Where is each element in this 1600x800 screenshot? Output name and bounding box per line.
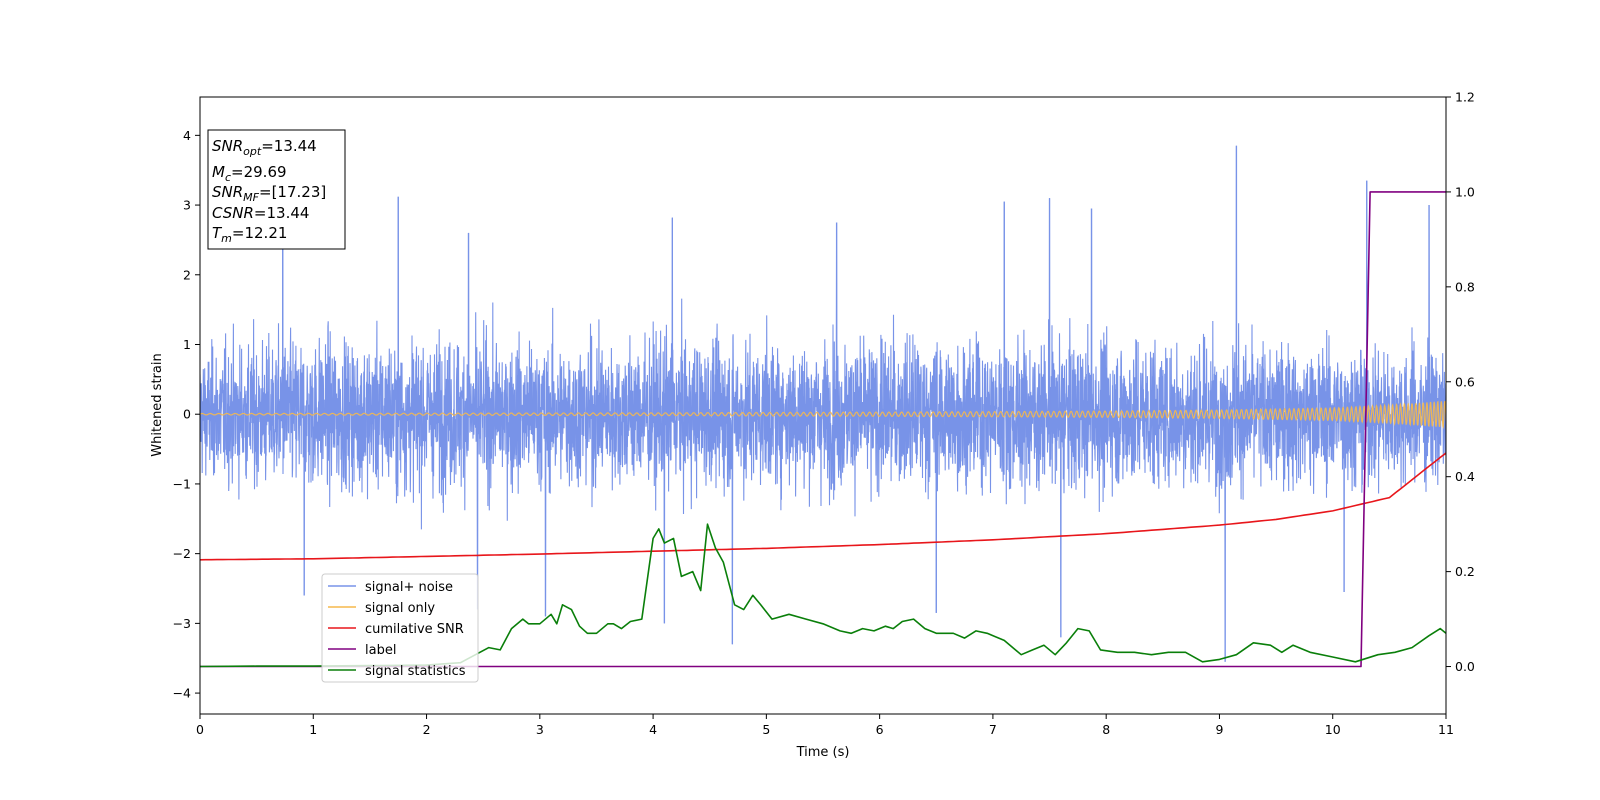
- y-right-tick-label-1: 0.2: [1455, 564, 1475, 579]
- x-tick-label-11: 11: [1438, 722, 1454, 737]
- y-right-tick-label-0: 0.0: [1455, 659, 1475, 674]
- legend-label-signal-noise: signal+ noise: [365, 580, 453, 595]
- plot-frame: [199, 96, 1447, 715]
- x-tick-label-10: 10: [1325, 722, 1341, 737]
- legend-label-signal-only: signal only: [365, 601, 435, 616]
- y-left-tick-label-8: 4: [183, 128, 191, 143]
- series-signal-noise: [200, 145, 1446, 662]
- info-snr-mf: SNRMF=[17.23]: [212, 183, 326, 204]
- y-axis-label: Whitened strain: [150, 353, 165, 456]
- x-tick-label-9: 9: [1215, 722, 1223, 737]
- info-snr-mf-sub: MF: [243, 191, 259, 204]
- info-box-frame: [207, 129, 346, 250]
- info-csnr-value: =13.44: [254, 204, 310, 222]
- y-right-tick-label-3: 0.6: [1455, 374, 1475, 389]
- x-tick-label-6: 6: [876, 722, 884, 737]
- info-csnr-name: CSNR: [212, 204, 254, 222]
- y-left-tick-label-0: −4: [173, 686, 191, 701]
- series-label: [200, 191, 1446, 668]
- info-snr-mf-name: SNR: [212, 183, 243, 201]
- y-right-tick-label-6: 1.2: [1455, 90, 1475, 105]
- info-mc-sub: c: [225, 171, 231, 184]
- y-right-tick-label-5: 1.0: [1455, 184, 1475, 199]
- info-snr-opt-value: =13.44: [261, 137, 317, 155]
- y-right-tick-label-4: 0.8: [1455, 279, 1475, 294]
- info-snr-opt: SNRopt=13.44: [212, 137, 317, 158]
- x-tick-label-4: 4: [649, 722, 657, 737]
- y-left-tick-label-7: 3: [183, 198, 191, 213]
- info-mc-value: =29.69: [231, 163, 287, 181]
- info-snr-mf-value: =[17.23]: [259, 183, 326, 201]
- x-tick-label-2: 2: [423, 722, 431, 737]
- x-tick-label-8: 8: [1102, 722, 1110, 737]
- legend-label-label: label: [365, 643, 396, 658]
- series-signal-only: [200, 400, 1446, 430]
- x-axis-label: Time (s): [796, 745, 850, 760]
- y-right-tick-label-2: 0.4: [1455, 469, 1475, 484]
- series-signal-statistics: [200, 523, 1446, 668]
- info-tm-sub: m: [221, 232, 232, 245]
- y-left-tick-label-2: −2: [173, 546, 191, 561]
- x-tick-label-1: 1: [309, 722, 317, 737]
- info-tm: Tm=12.21: [212, 224, 287, 245]
- y-axis-left: −4 −3 −2 −1 0 1 2 3 4: [173, 128, 200, 701]
- y-left-tick-label-3: −1: [173, 476, 191, 491]
- info-tm-name: T: [212, 224, 223, 242]
- legend-label-signal-statistics: signal statistics: [365, 664, 466, 679]
- y-left-tick-label-5: 1: [183, 337, 191, 352]
- info-snr-opt-sub: opt: [243, 145, 262, 158]
- info-mc: Mc=29.69: [212, 163, 287, 184]
- info-mc-name: M: [212, 163, 225, 181]
- x-axis: 0 1 2 3 4 5 6 7 8 9 10 11: [196, 714, 1454, 737]
- x-tick-label-7: 7: [989, 722, 997, 737]
- legend-label-cumulative-snr: cumilative SNR: [365, 622, 464, 637]
- legend: signal+ noise signal only cumilative SNR…: [321, 573, 479, 683]
- series-cumulative-snr: [200, 452, 1446, 561]
- y-left-tick-label-6: 2: [183, 267, 191, 282]
- y-axis-right: 0.0 0.2 0.4 0.6 0.8 1.0 1.2: [1446, 90, 1475, 674]
- y-left-tick-label-1: −3: [173, 616, 191, 631]
- info-tm-value: =12.21: [232, 224, 288, 242]
- x-tick-label-0: 0: [196, 722, 204, 737]
- legend-frame: [321, 573, 479, 683]
- info-box: SNRopt=13.44 Mc=29.69 SNRMF=[17.23] CSNR…: [207, 129, 346, 250]
- x-tick-label-5: 5: [762, 722, 770, 737]
- y-left-tick-label-4: 0: [183, 407, 191, 422]
- info-csnr: CSNR=13.44: [212, 204, 309, 222]
- x-tick-label-3: 3: [536, 722, 544, 737]
- info-snr-opt-name: SNR: [212, 137, 243, 155]
